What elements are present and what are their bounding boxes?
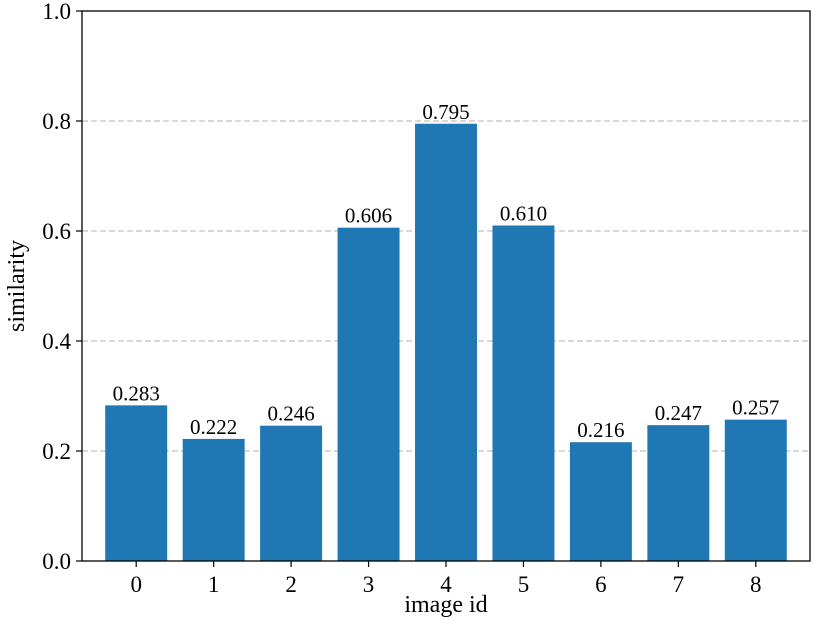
x-axis-label: image id <box>404 592 487 618</box>
x-tick-label: 7 <box>673 572 685 597</box>
bar-6 <box>569 442 632 561</box>
bar-value-label: 0.216 <box>577 418 624 442</box>
y-tick-label: 0.0 <box>42 549 71 574</box>
bar-value-label: 0.795 <box>422 100 469 124</box>
x-tick-label: 4 <box>440 572 452 597</box>
x-axis-ticks: 0 1 2 3 4 5 6 7 8 <box>130 561 762 597</box>
y-tick-label: 0.8 <box>42 109 71 134</box>
bar-value-label: 0.247 <box>655 401 702 425</box>
bar-7 <box>647 425 710 561</box>
bar-value-label: 0.257 <box>732 396 779 420</box>
bar-8 <box>724 419 787 561</box>
x-tick-label: 5 <box>518 572 530 597</box>
bar-value-label: 0.246 <box>267 402 314 426</box>
bar-value-label: 0.222 <box>190 415 237 439</box>
bar-2 <box>260 425 323 561</box>
bar-value-label: 0.606 <box>345 204 392 228</box>
x-tick-label: 6 <box>595 572 607 597</box>
y-tick-label: 1.0 <box>42 0 71 24</box>
bar-1 <box>182 438 245 561</box>
bars <box>105 123 787 561</box>
y-tick-label: 0.6 <box>42 219 71 244</box>
x-tick-label: 8 <box>750 572 762 597</box>
bar-3 <box>337 227 400 561</box>
y-tick-label: 0.4 <box>42 329 71 354</box>
bar-5 <box>492 225 555 561</box>
y-tick-label: 0.2 <box>42 439 71 464</box>
bar-4 <box>415 123 477 561</box>
bar-value-labels: 0.283 0.222 0.246 0.606 0.795 0.610 0.216 0.247… <box>113 100 780 442</box>
y-axis-ticks: 0.0 0.2 0.4 0.6 0.8 1.0 <box>42 0 82 574</box>
bar-value-label: 0.283 <box>113 381 160 405</box>
x-tick-label: 2 <box>285 572 297 597</box>
x-tick-label: 3 <box>363 572 375 597</box>
y-axis-label: similarity <box>4 240 30 332</box>
bar-0 <box>105 405 168 561</box>
bar-value-label: 0.610 <box>500 202 547 226</box>
x-tick-label: 1 <box>208 572 220 597</box>
x-tick-label: 0 <box>130 572 142 597</box>
